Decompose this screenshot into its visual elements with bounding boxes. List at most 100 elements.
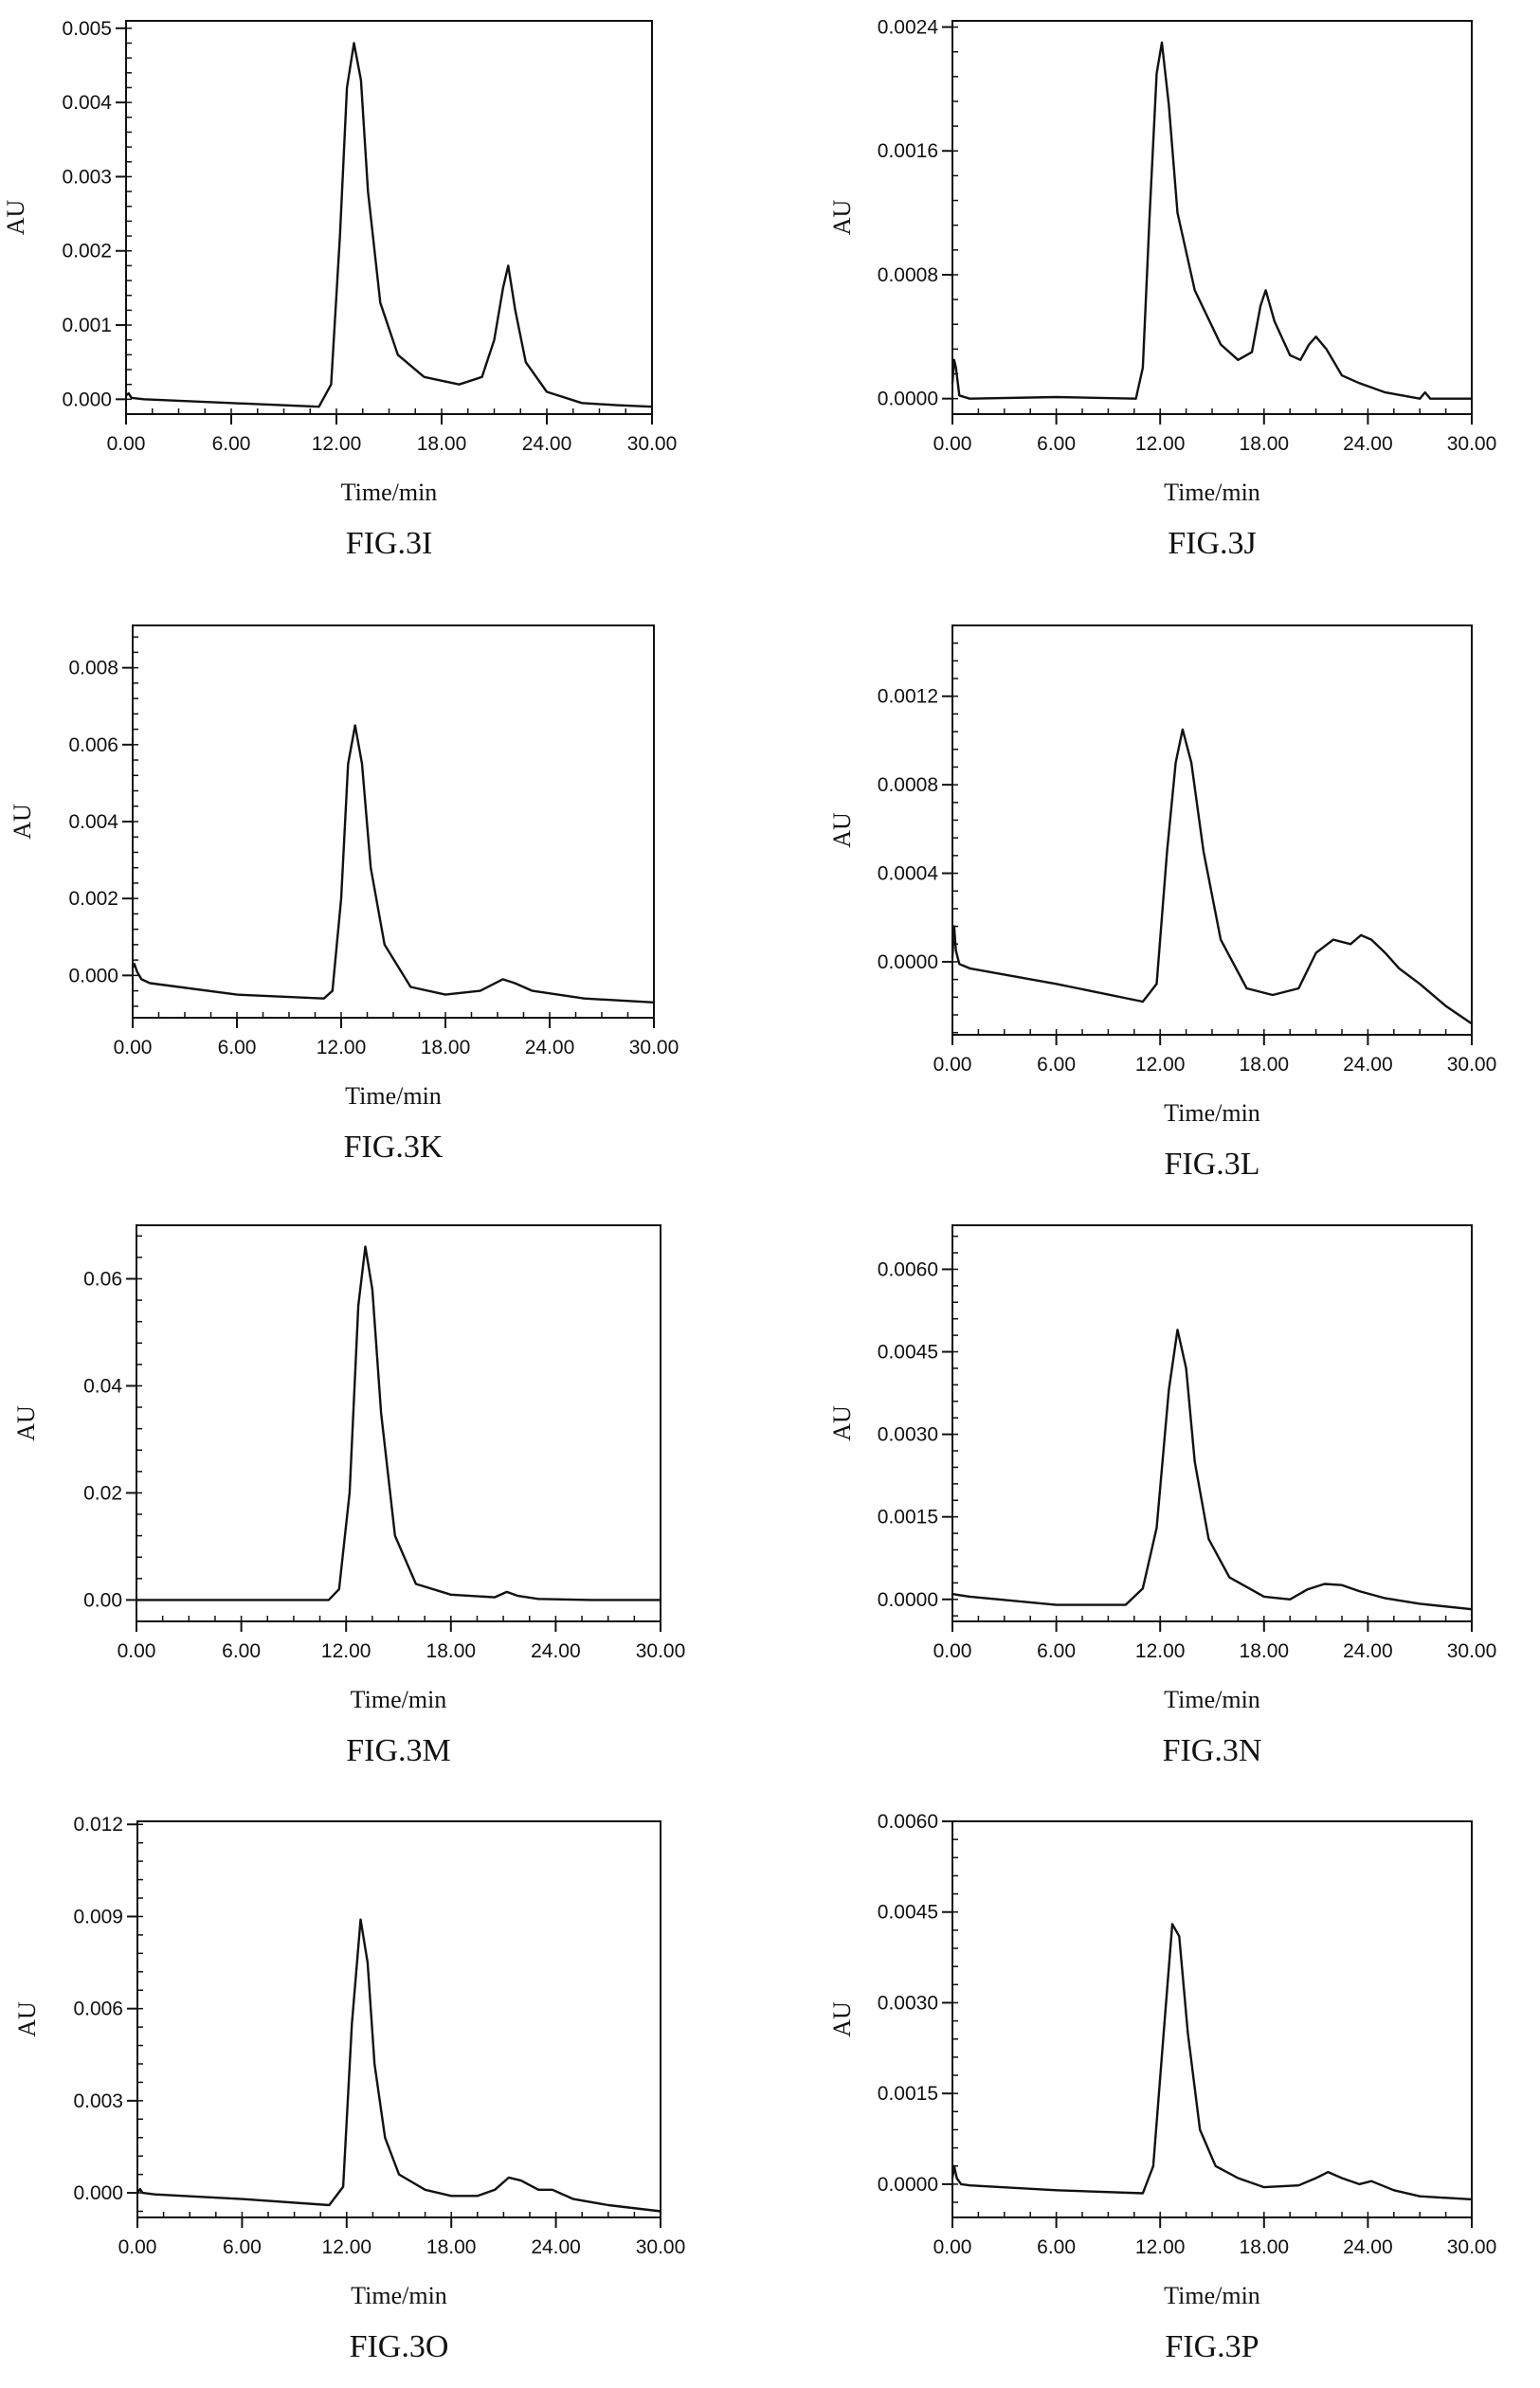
y-tick-label: 0.003 [62,166,112,188]
y-tick-label: 0.001 [62,315,112,336]
y-tick-label: 0.0015 [878,2083,938,2105]
chart-panel-3: 0.00 6.00 12.00 18.00 24.00 30.00 0.000 0.002 0.… [9,624,679,1165]
y-tick-label: 0.0024 [878,17,939,39]
x-axis-label: Time/min [1164,1099,1260,1127]
minor-ticks [125,27,653,415]
chromatogram-trace [951,728,1474,1025]
chart-panel-5: 0.00 6.00 12.00 18.00 24.00 30.00 0.00 0.02 0.04… [12,1224,686,1768]
y-tick-label: 0.0008 [878,774,938,796]
y-tick-label: 0.006 [68,734,118,756]
x-tick-label: 12.00 [321,1640,371,1662]
figure-caption: FIG.3O [350,2329,449,2364]
y-tick-label: 0.000 [73,2182,123,2204]
x-tick-label: 24.00 [531,2236,581,2258]
plot-frame [951,1224,1473,1622]
x-tick-label: 18.00 [1240,1640,1290,1662]
minor-ticks [951,624,1473,1035]
x-tick-label: 6.00 [222,1640,261,1662]
x-tick-label: 6.00 [218,1037,257,1058]
plot-frame [951,20,1473,415]
chart-panel-7: 0.00 6.00 12.00 18.00 24.00 30.00 0.000 0.003 0.… [13,1814,685,2364]
x-tick-label: 24.00 [522,433,572,455]
y-tick-label: 0.000 [68,965,118,986]
y-tick-label: 0.0000 [878,389,938,410]
x-tick-label: 0.00 [107,433,146,455]
y-axis-label: AU [828,1405,856,1441]
y-axis-label: AU [828,200,856,236]
minor-ticks [136,1235,661,1622]
x-tick-label: 18.00 [417,433,467,455]
minor-ticks [951,1235,1473,1621]
x-tick-label: 18.00 [1240,1054,1290,1076]
y-axis-label: AU [12,1405,40,1441]
x-tick-label: 0.00 [933,433,972,455]
y-tick-label: 0.003 [73,2090,123,2112]
x-tick-label: 24.00 [1343,1054,1393,1076]
x-tick-label: 30.00 [1447,1054,1497,1076]
x-tick-label: 0.00 [933,1640,972,1662]
x-tick-label: 12.00 [1135,1054,1186,1076]
y-tick-label: 0.009 [73,1906,123,1927]
y-tick-label: 0.0000 [878,951,938,973]
y-tick-label: 0.000 [62,389,112,410]
x-tick-label: 0.00 [933,2236,972,2258]
chart-panel-8: 0.00 6.00 12.00 18.00 24.00 30.00 0.0000 0.0015… [828,1811,1496,2364]
y-tick-label: 0.0060 [878,1811,938,1833]
x-tick-label: 12.00 [1135,2236,1186,2258]
plot-frame [125,20,653,415]
x-tick-label: 24.00 [1343,1640,1393,1662]
x-tick-label: 30.00 [1447,1640,1497,1662]
y-axis-label: AU [828,812,856,848]
x-tick-label: 24.00 [1343,2236,1393,2258]
x-axis-label: Time/min [1164,2282,1260,2309]
x-axis-label: Time/min [341,479,438,506]
chart-panel-6: 0.00 6.00 12.00 18.00 24.00 30.00 0.0000 0.0015… [828,1224,1497,1768]
y-tick-label: 0.00 [83,1589,122,1611]
x-tick-label: 24.00 [525,1037,575,1058]
x-tick-label: 18.00 [421,1037,471,1058]
y-axis-label: AU [9,804,36,840]
x-axis-label: Time/min [351,2282,447,2309]
figure-caption: FIG.3N [1163,1733,1262,1768]
x-tick-label: 30.00 [1447,2236,1497,2258]
x-tick-label: 30.00 [627,433,678,455]
y-tick-label: 0.005 [62,18,112,40]
x-tick-label: 30.00 [629,1037,679,1058]
figure-caption: FIG.3I [346,526,433,561]
y-tick-label: 0.0000 [878,2174,938,2196]
x-tick-label: 12.00 [312,433,362,455]
y-tick-label: 0.0045 [878,1342,938,1364]
x-axis-label: Time/min [1164,479,1260,506]
y-tick-label: 0.0030 [878,1992,938,2014]
minor-ticks [136,1823,661,2217]
y-tick-label: 0.04 [83,1375,122,1397]
x-tick-label: 18.00 [1240,2236,1290,2258]
x-tick-label: 12.00 [1135,433,1186,455]
x-tick-label: 30.00 [1447,433,1497,455]
x-tick-label: 30.00 [636,2236,686,2258]
x-tick-label: 24.00 [1343,433,1393,455]
y-tick-label: 0.06 [83,1268,122,1290]
chromatogram-trace [951,41,1474,400]
plot-frame [136,1224,661,1622]
x-tick-label: 6.00 [1037,433,1076,455]
chart-panel-4: 0.00 6.00 12.00 18.00 24.00 30.00 0.0000 0.0004… [828,624,1497,1182]
y-axis-label: AU [2,200,29,236]
x-tick-label: 12.00 [322,2236,372,2258]
x-tick-label: 30.00 [636,1640,686,1662]
figure-caption: FIG.3K [344,1130,444,1165]
y-tick-label: 0.012 [73,1814,123,1836]
y-tick-label: 0.006 [73,1999,123,2020]
y-tick-label: 0.0008 [878,264,938,286]
x-tick-label: 6.00 [1037,2236,1076,2258]
x-axis-label: Time/min [345,1082,442,1110]
figure-caption: FIG.3L [1164,1147,1259,1182]
chromatogram-trace [951,1329,1474,1611]
x-tick-label: 18.00 [1240,433,1290,455]
y-tick-label: 0.0012 [878,686,938,708]
y-tick-label: 0.02 [83,1482,122,1504]
x-tick-label: 0.00 [933,1054,972,1076]
x-tick-label: 6.00 [212,433,251,455]
chromatogram-trace [131,724,656,1004]
